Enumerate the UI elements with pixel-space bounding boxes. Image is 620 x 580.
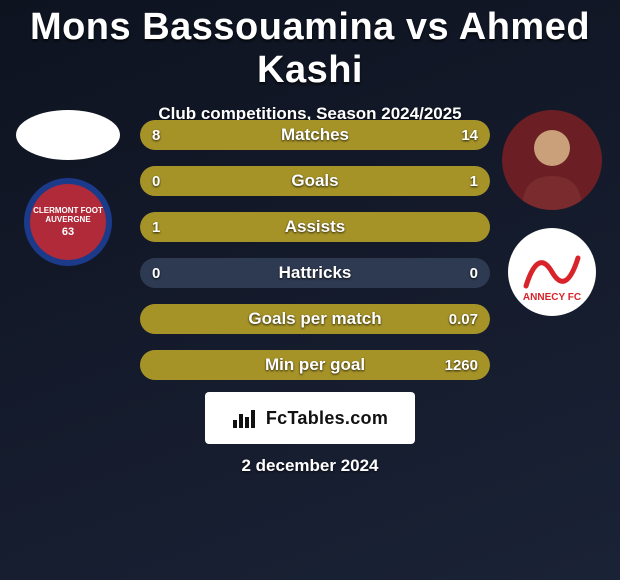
right-club-line1: ANNECY FC — [523, 292, 581, 303]
person-icon — [502, 110, 602, 210]
bars-icon — [232, 408, 260, 428]
stat-label: Min per goal — [140, 355, 490, 375]
stat-row: 1260Min per goal — [140, 350, 490, 380]
stat-bars-container: 814Matches 01Goals 1Assists 00Hattricks 0.07… — [140, 120, 490, 396]
stat-label: Assists — [140, 217, 490, 237]
left-club-line1: CLERMONT FOOT — [33, 206, 103, 215]
left-player-avatar — [16, 110, 120, 160]
left-club-line3: 63 — [62, 226, 74, 238]
stat-label: Goals per match — [140, 309, 490, 329]
stat-label: Goals — [140, 171, 490, 191]
stat-label: Hattricks — [140, 263, 490, 283]
branding-text: FcTables.com — [266, 408, 388, 429]
stat-label: Matches — [140, 125, 490, 145]
page-title: Mons Bassouamina vs Ahmed Kashi — [0, 0, 620, 92]
stat-row: 1Assists — [140, 212, 490, 242]
left-player-column: CLERMONT FOOT AUVERGNE 63 — [8, 110, 128, 266]
left-club-logo: CLERMONT FOOT AUVERGNE 63 — [24, 178, 112, 266]
branding-badge: FcTables.com — [205, 392, 415, 444]
stat-row: 814Matches — [140, 120, 490, 150]
stat-row: 01Goals — [140, 166, 490, 196]
left-club-line2: AUVERGNE — [45, 215, 90, 224]
right-player-column: ANNECY FC — [492, 110, 612, 316]
date-text: 2 december 2024 — [0, 456, 620, 476]
annecy-logo-icon: ANNECY FC — [508, 228, 596, 316]
right-player-avatar — [502, 110, 602, 210]
right-club-logo: ANNECY FC — [508, 228, 596, 316]
stat-row: 0.07Goals per match — [140, 304, 490, 334]
stat-row: 00Hattricks — [140, 258, 490, 288]
